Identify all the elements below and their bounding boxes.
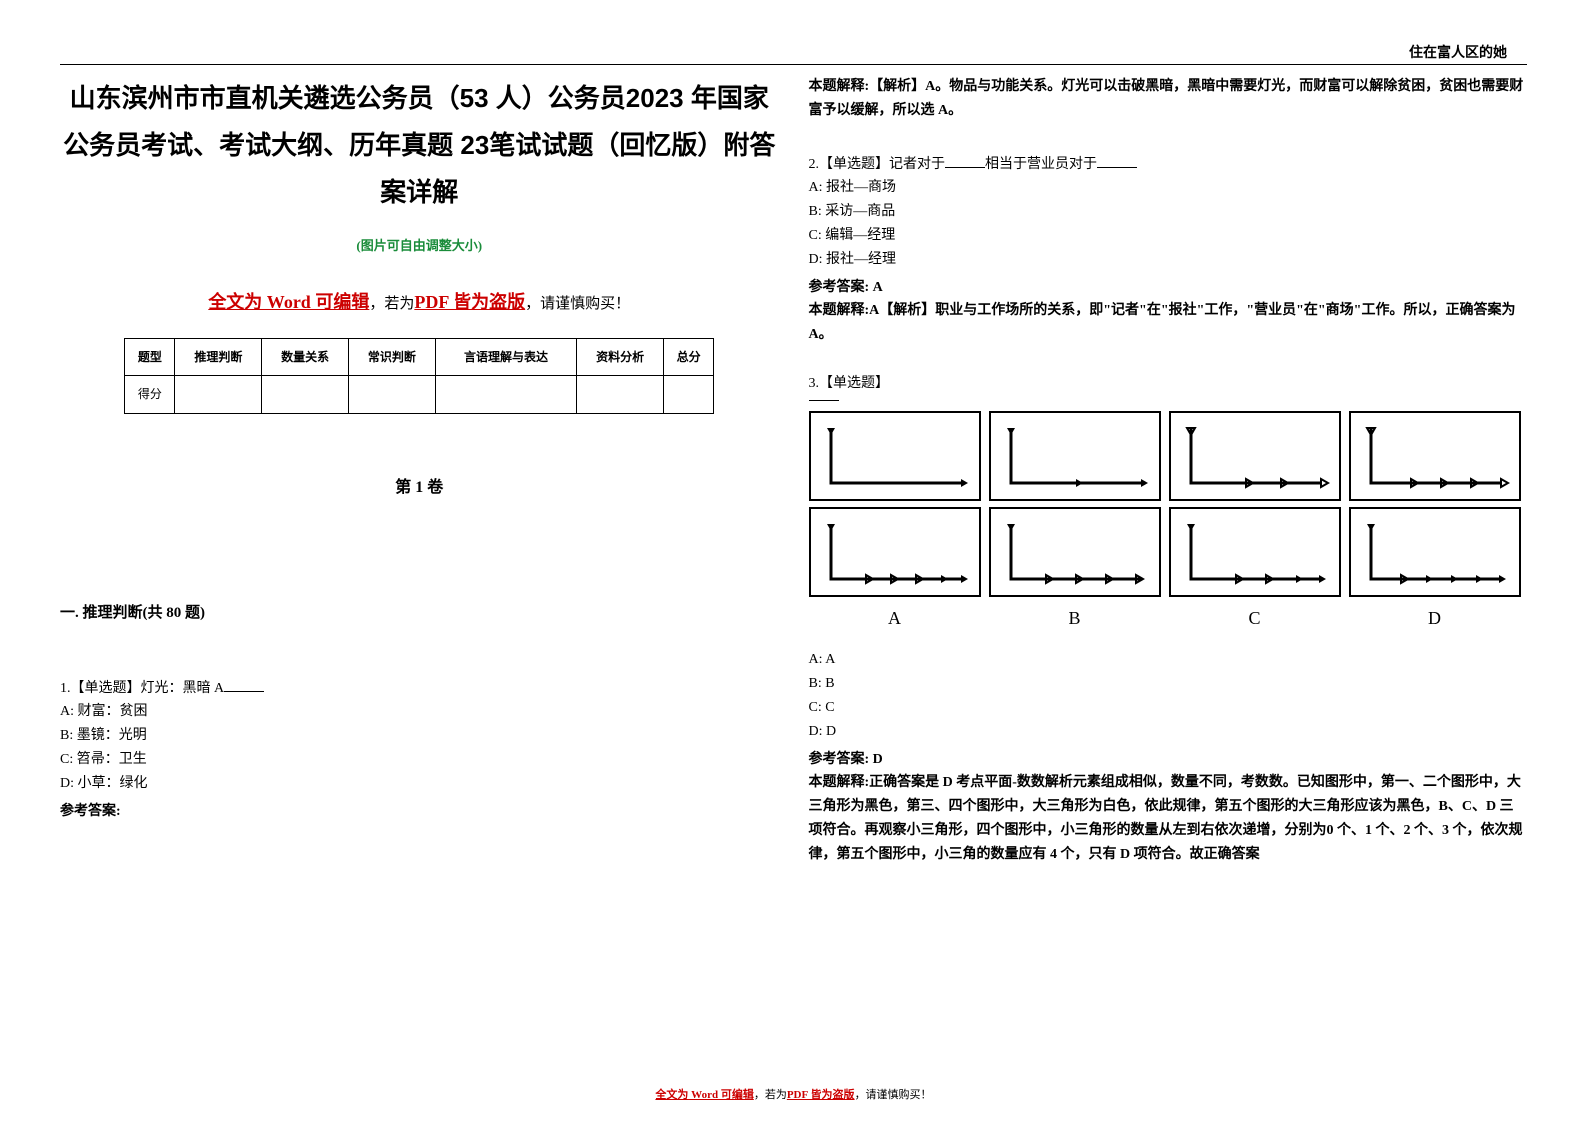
td-blank <box>577 376 664 413</box>
question-1: 1.【单选题】灯光：黑暗 A A: 财富：贫困 B: 墨镜：光明 C: 笤帚：卫… <box>60 677 779 824</box>
figure-container: A B C D <box>809 411 1528 634</box>
q1-answer-label: 参考答案: <box>60 800 779 824</box>
header-right-text: 住在富人区的她 <box>1409 42 1507 62</box>
q2-opt-c: C: 编辑—经理 <box>809 224 1528 248</box>
figure-labels: A B C D <box>809 603 1528 634</box>
pdf-pirate-text: PDF 皆为盗版 <box>414 292 525 312</box>
document-title: 山东滨州市市直机关遴选公务员（53 人）公务员2023 年国家公务员考试、考试大… <box>60 75 779 215</box>
footer-pdf-text: PDF 皆为盗版 <box>787 1089 855 1101</box>
blank-underline <box>1097 154 1137 168</box>
fig-bot-b <box>989 507 1161 597</box>
q1-stem-text: 1.【单选题】灯光：黑暗 A <box>60 681 224 696</box>
blank-underline <box>945 154 985 168</box>
q3-blank-line <box>809 400 839 401</box>
q2-stem-mid: 相当于营业员对于 <box>985 157 1097 172</box>
q1-stem: 1.【单选题】灯光：黑暗 A <box>60 677 779 701</box>
q3-opt-d: D: D <box>809 720 1528 744</box>
fig-top-1 <box>809 411 981 501</box>
th-4: 言语理解与表达 <box>435 339 577 376</box>
q2-opt-a: A: 报社—商场 <box>809 176 1528 200</box>
td-blank <box>175 376 262 413</box>
q3-opt-c: C: C <box>809 696 1528 720</box>
fig-bot-a <box>809 507 981 597</box>
score-table: 题型 推理判断 数量关系 常识判断 言语理解与表达 资料分析 总分 得分 <box>124 338 714 414</box>
table-row: 得分 <box>125 376 714 413</box>
th-type: 题型 <box>125 339 175 376</box>
q1-opt-d: D: 小草：绿化 <box>60 772 779 796</box>
td-blank <box>664 376 714 413</box>
subtitle-green: (图片可自由调整大小) <box>60 235 779 257</box>
td-blank <box>435 376 577 413</box>
figure-row-top <box>809 411 1528 501</box>
section-1-title: 一. 推理判断(共 80 题) <box>60 601 779 627</box>
q3-opt-a: A: A <box>809 648 1528 672</box>
blank-underline <box>224 678 264 692</box>
q1-explanation: 本题解释:【解析】A。物品与功能关系。灯光可以击破黑暗，黑暗中需要灯光，而财富可… <box>809 75 1528 123</box>
left-column: 山东滨州市市直机关遴选公务员（53 人）公务员2023 年国家公务员考试、考试大… <box>60 75 779 887</box>
th-2: 数量关系 <box>262 339 349 376</box>
fig-label-a: A <box>809 603 981 634</box>
q2-stem-pre: 2.【单选题】记者对于 <box>809 157 946 172</box>
th-1: 推理判断 <box>175 339 262 376</box>
edit-notice-4: ，请谨慎购买！ <box>525 296 630 312</box>
edit-notice: 全文为 Word 可编辑，若为PDF 皆为盗版，请谨慎购买！ <box>60 287 779 318</box>
q3-opt-b: B: B <box>809 672 1528 696</box>
q1-opt-a: A: 财富：贫困 <box>60 700 779 724</box>
q3-stem: 3.【单选题】 <box>809 372 1528 396</box>
question-3: 3.【单选题】 A B C <box>809 372 1528 867</box>
th-6: 总分 <box>664 339 714 376</box>
q3-answer-label: 参考答案: D <box>809 748 1528 772</box>
fig-top-2 <box>989 411 1161 501</box>
q3-explanation: 本题解释:正确答案是 D 考点平面-数数解析元素组成相似，数量不同，考数数。已知… <box>809 771 1528 866</box>
q2-answer-label: 参考答案: A <box>809 276 1528 300</box>
fig-bot-c <box>1169 507 1341 597</box>
q2-opt-b: B: 采访—商品 <box>809 200 1528 224</box>
footer-4: ，请谨慎购买！ <box>855 1089 932 1101</box>
q2-explanation: 本题解释:A【解析】职业与工作场所的关系，即"记者"在"报社"工作，"营业员"在… <box>809 299 1528 347</box>
question-2: 2.【单选题】记者对于 相当于营业员对于 A: 报社—商场 B: 采访—商品 C:… <box>809 153 1528 347</box>
main-columns: 山东滨州市市直机关遴选公务员（53 人）公务员2023 年国家公务员考试、考试大… <box>60 75 1527 887</box>
th-5: 资料分析 <box>577 339 664 376</box>
volume-title: 第 1 卷 <box>60 474 779 501</box>
page-footer: 全文为 Word 可编辑，若为PDF 皆为盗版，请谨慎购买！ <box>0 1086 1587 1102</box>
q3-options: A: A B: B C: C D: D <box>809 648 1528 743</box>
td-blank <box>262 376 349 413</box>
footer-word-text: 全文为 Word 可编辑 <box>655 1089 753 1101</box>
right-column: 本题解释:【解析】A。物品与功能关系。灯光可以击破黑暗，黑暗中需要灯光，而财富可… <box>809 75 1528 887</box>
q2-stem: 2.【单选题】记者对于 相当于营业员对于 <box>809 153 1528 177</box>
td-blank <box>348 376 435 413</box>
footer-2: ，若为 <box>754 1089 787 1101</box>
word-editable-text: 全文为 Word 可编辑 <box>208 292 369 312</box>
fig-label-b: B <box>989 603 1161 634</box>
fig-bot-d <box>1349 507 1521 597</box>
top-divider <box>60 64 1527 65</box>
fig-top-3 <box>1169 411 1341 501</box>
q1-opt-c: C: 笤帚：卫生 <box>60 748 779 772</box>
td-label: 得分 <box>125 376 175 413</box>
figure-row-bottom <box>809 507 1528 597</box>
q1-opt-b: B: 墨镜：光明 <box>60 724 779 748</box>
fig-label-c: C <box>1169 603 1341 634</box>
q2-opt-d: D: 报社—经理 <box>809 248 1528 272</box>
fig-label-d: D <box>1349 603 1521 634</box>
fig-top-4 <box>1349 411 1521 501</box>
th-3: 常识判断 <box>348 339 435 376</box>
edit-notice-2: ，若为 <box>369 296 414 312</box>
table-row: 题型 推理判断 数量关系 常识判断 言语理解与表达 资料分析 总分 <box>125 339 714 376</box>
